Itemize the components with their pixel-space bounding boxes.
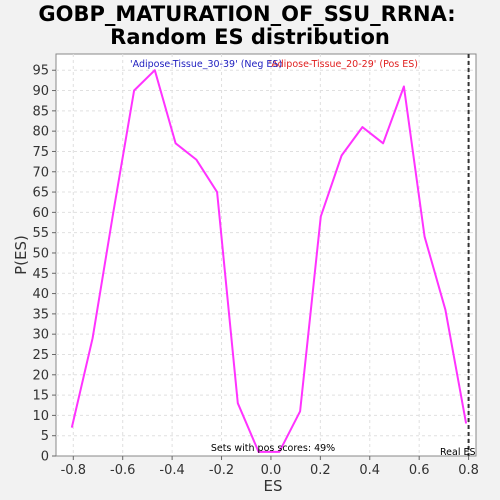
x-axis-title: ES: [264, 477, 283, 495]
y-tick-label: 60: [32, 206, 49, 221]
grid-lines: [56, 54, 476, 456]
plot-labels: Sets with pos scores: 49% Real ES 0.8: [211, 443, 494, 458]
y-tick-label: 85: [32, 104, 49, 119]
chart-title-line-2: Random ES distribution: [110, 25, 390, 49]
legend-area: 'Adipose-Tissue_20-29' (Pos ES) 'Adipose…: [130, 59, 418, 70]
x-tick-label: -0.8: [61, 463, 86, 478]
plot-area: [55, 53, 477, 457]
y-tick-label: 75: [32, 145, 49, 160]
x-tick-label: -0.2: [209, 463, 234, 478]
y-tick-label: 15: [32, 389, 49, 404]
x-tick-label: 0.4: [359, 463, 380, 478]
y-tick-label: 30: [32, 328, 49, 343]
y-tick-label: 55: [32, 226, 49, 241]
y-tick-label: 70: [32, 165, 49, 180]
y-tick-label: 40: [32, 287, 49, 302]
x-tick-label: 0.8: [458, 463, 479, 478]
y-axis-ticks: 0 5 10 15 20 25 30 35 40 45 50 55 60 65 70 75 80 85 90 95: [32, 64, 56, 465]
y-tick-label: 25: [32, 348, 49, 363]
y-tick-label: 5: [41, 429, 49, 444]
legend-pos-es: 'Adipose-Tissue_20-29' (Pos ES): [269, 59, 418, 70]
y-tick-label: 20: [32, 368, 49, 383]
y-tick-label: 35: [32, 307, 49, 322]
pos-scores-annotation: Sets with pos scores: 49%: [211, 443, 335, 454]
x-axis-ticks: -0.8 -0.6 -0.4 -0.2 0.0 0.2 0.4 0.6 0.8: [61, 456, 479, 478]
es-distribution-line: [70, 69, 468, 453]
y-tick-label: 95: [32, 64, 49, 79]
x-tick-label: 0.2: [310, 463, 331, 478]
y-tick-label: 65: [32, 186, 49, 201]
real-es-label: Real ES 0.8: [440, 447, 494, 458]
y-axis-title: P(ES): [12, 235, 30, 275]
y-tick-label: 90: [32, 84, 49, 99]
x-tick-label: -0.4: [159, 463, 184, 478]
y-tick-label: 80: [32, 125, 49, 140]
y-tick-label: 50: [32, 246, 49, 261]
series-layer: [70, 69, 468, 453]
y-tick-label: 0: [41, 450, 49, 465]
legend-neg-es: 'Adipose-Tissue_30-39' (Neg ES): [130, 59, 282, 70]
x-tick-label: 0.0: [261, 463, 282, 478]
y-tick-label: 10: [32, 409, 49, 424]
y-tick-label: 45: [32, 267, 49, 282]
x-tick-label: -0.6: [110, 463, 135, 478]
chart-title-line-1: GOBP_MATURATION_OF_SSU_RRNA:: [38, 2, 455, 26]
x-tick-label: 0.6: [409, 463, 430, 478]
